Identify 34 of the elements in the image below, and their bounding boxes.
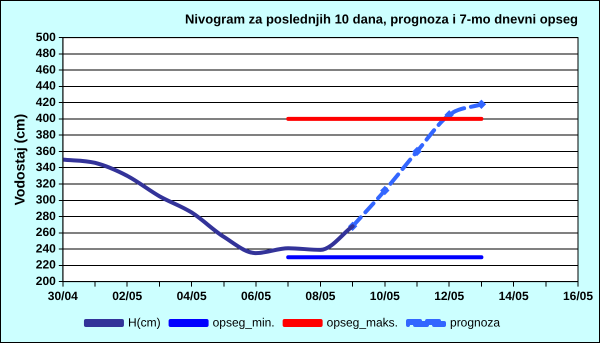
point [412,146,422,156]
y-tick-label: 320 [36,176,56,190]
x-tick-label: 10/05 [370,289,400,304]
y-tick-label: 280 [36,208,56,223]
x-tick-label: 02/05 [112,289,143,304]
x-tick-label: 06/05 [241,289,272,304]
y-tick-label: 240 [36,241,56,256]
y-tick-label: 400 [36,111,56,126]
legend-label: H(cm) [128,315,161,330]
x-tick-label: 08/05 [305,289,336,304]
y-tick-label: 340 [36,160,56,174]
point [380,186,390,196]
x-tick-label: 14/05 [498,289,529,304]
y-tick-label: 440 [36,78,56,93]
y-tick-label: 380 [36,128,56,142]
y-tick-label: 300 [36,192,56,207]
x-tick-label: 04/05 [176,289,207,304]
y-tick-label: 220 [36,258,56,272]
x-tick-label: 16/05 [562,289,594,304]
x-tick-label: 30/04 [48,289,78,304]
y-axis-title: Vodostaj (cm) [11,114,28,206]
y-tick-label: 480 [36,46,56,60]
y-tick-label: 200 [36,274,56,288]
point [476,100,486,109]
y-tick-label: 360 [36,144,56,158]
chart-title: Nivogram za poslednjih 10 dana, prognoza i 7-mo dnevni opseg [185,11,578,26]
y-tick-label: 420 [36,94,56,109]
legend-label: prognoza [450,315,500,330]
y-tick-label: 460 [36,62,56,76]
x-tick-label: 12/05 [434,289,465,304]
y-tick-label: 500 [36,30,56,44]
legend-label: opseg_min. [212,315,275,330]
y-tick-label: 260 [36,225,56,240]
legend-label: opseg_maks. [326,315,398,330]
